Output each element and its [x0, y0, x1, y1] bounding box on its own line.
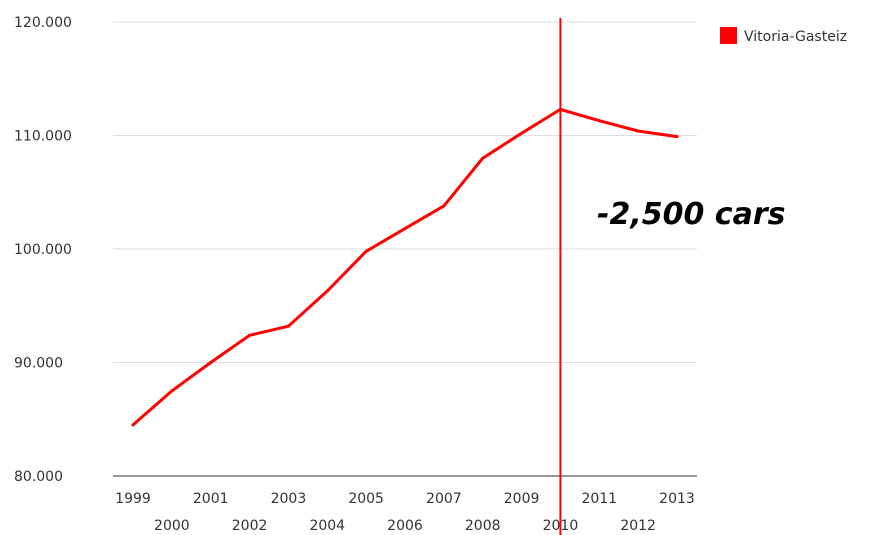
data-point	[170, 389, 174, 393]
y-tick-label: 110.000	[14, 129, 72, 145]
data-point	[131, 423, 135, 427]
y-tick-label: 90.000	[14, 356, 63, 372]
y-tick-label: 100.000	[14, 242, 72, 258]
annotation-label: -2,500 cars	[597, 197, 785, 232]
data-point	[675, 135, 679, 139]
data-point	[403, 227, 407, 231]
x-tick-label: 2013	[659, 491, 695, 507]
data-point	[442, 204, 446, 208]
x-tick-label: 2002	[232, 518, 268, 534]
x-tick-label: 2000	[154, 518, 190, 534]
data-point	[636, 129, 640, 133]
x-axis-ticks: 1999200020012002200320042005200620072008…	[115, 491, 695, 534]
data-point	[364, 249, 368, 253]
legend: Vitoria-Gasteiz	[720, 27, 847, 45]
x-tick-label: 2011	[581, 491, 617, 507]
grid-lines	[113, 21, 697, 477]
x-tick-label: 1999	[115, 491, 151, 507]
data-point	[248, 333, 252, 337]
series-layer	[131, 107, 679, 427]
x-tick-label: 2012	[620, 518, 656, 534]
data-point	[325, 289, 329, 293]
x-tick-label: 2009	[504, 491, 540, 507]
x-tick-label: 2008	[465, 518, 501, 534]
y-tick-label: 120.000	[14, 15, 72, 31]
data-point	[209, 361, 213, 364]
x-tick-label: 2003	[271, 491, 307, 507]
legend-swatch-vitoria-gasteiz	[720, 27, 737, 44]
x-tick-label: 2006	[387, 518, 423, 534]
data-point	[520, 131, 524, 135]
x-tick-label: 2004	[309, 518, 345, 534]
data-point	[286, 324, 290, 328]
x-tick-label: 2005	[348, 491, 384, 507]
series-line	[131, 107, 679, 427]
y-axis-ticks: 80.000 90.000 100.000 110.000 120.000	[14, 15, 72, 485]
data-point	[481, 156, 485, 160]
x-tick-label: 2007	[426, 491, 462, 507]
data-point	[597, 119, 601, 123]
y-tick-label: 80.000	[14, 469, 63, 485]
x-tick-label: 2001	[193, 491, 229, 507]
legend-label-vitoria-gasteiz: Vitoria-Gasteiz	[744, 29, 847, 45]
